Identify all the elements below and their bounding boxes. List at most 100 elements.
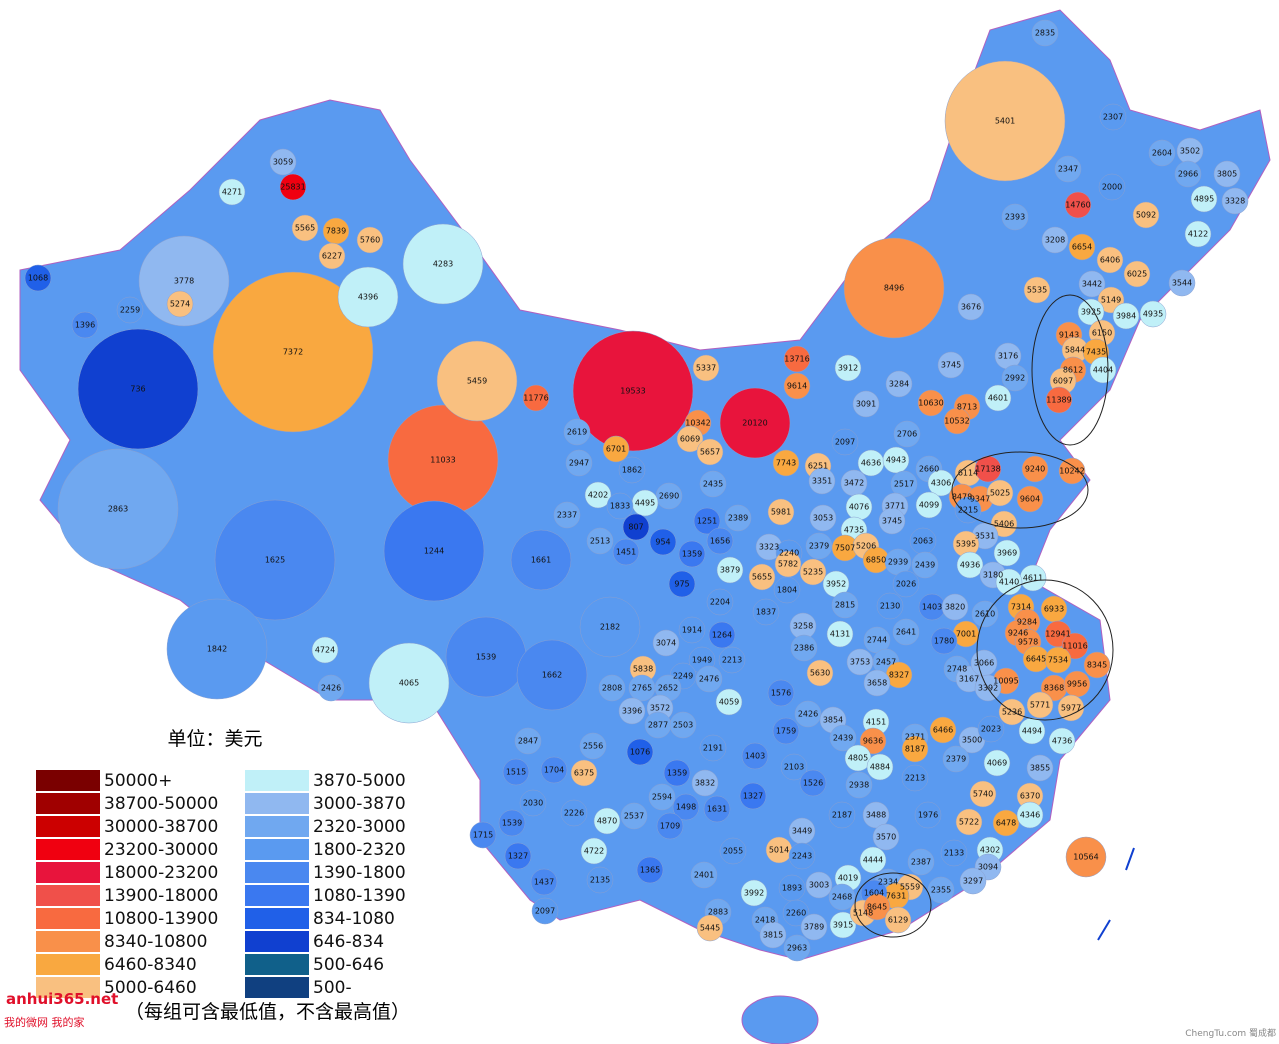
region-label: 1662 [542, 671, 562, 680]
region-label: 4271 [222, 188, 242, 197]
region-label: 2744 [867, 636, 887, 645]
highlight-circle [854, 872, 932, 938]
region-label: 4736 [1052, 737, 1072, 746]
region-label: 6645 [1026, 655, 1046, 664]
region [859, 846, 887, 874]
region-label: 6406 [1100, 256, 1120, 265]
region-label: 5722 [959, 818, 979, 827]
region-label: 3208 [1045, 236, 1065, 245]
region-label: 5657 [700, 448, 720, 457]
region [780, 753, 808, 781]
region-label: 8368 [1044, 684, 1064, 693]
region-label: 9240 [1025, 465, 1045, 474]
region [116, 296, 144, 324]
region [586, 527, 614, 555]
region-label: 2389 [728, 514, 748, 523]
region-label: 6251 [808, 462, 828, 471]
region [696, 438, 724, 466]
region [716, 556, 744, 584]
region [1083, 651, 1111, 679]
region-label: 6933 [1044, 605, 1064, 614]
region-label: 4151 [866, 718, 886, 727]
region [560, 799, 588, 827]
region-label: 4065 [399, 679, 419, 688]
region [829, 911, 857, 939]
region-label: 4805 [848, 754, 868, 763]
region-label: 10342 [685, 419, 710, 428]
region-label: 2468 [832, 893, 852, 902]
region [1016, 801, 1044, 829]
region-label: 8187 [905, 745, 925, 754]
region-label: 4884 [870, 763, 890, 772]
region [799, 769, 827, 797]
region-label: 5459 [467, 377, 487, 386]
region-label: 3472 [844, 479, 864, 488]
region-label: 2260 [786, 909, 806, 918]
region-label: 5401 [995, 117, 1015, 126]
region-label: 7372 [283, 348, 303, 357]
region-label: 3396 [622, 707, 642, 716]
region-label: 8612 [1063, 366, 1083, 375]
region-label: 1631 [707, 805, 727, 814]
region [917, 389, 945, 417]
region [941, 593, 969, 621]
region-label: 1709 [660, 822, 680, 831]
region [690, 861, 718, 889]
legend-swatch [245, 954, 309, 975]
region-label: 3167 [959, 675, 979, 684]
region-label: 3753 [850, 658, 870, 667]
region-label: 5844 [1065, 346, 1085, 355]
region-label: 8327 [889, 671, 909, 680]
region-label: 8478 [952, 493, 972, 502]
region [748, 563, 776, 591]
region-label: 8345 [1087, 661, 1107, 670]
region [565, 449, 593, 477]
region-label: 9143 [1059, 331, 1079, 340]
region [678, 616, 706, 644]
region-label: 3771 [885, 502, 905, 511]
region [648, 783, 676, 811]
region [368, 642, 450, 724]
region-label: 7507 [835, 544, 855, 553]
region-label: 2476 [699, 675, 719, 684]
region-label: 2215 [958, 506, 978, 515]
region [969, 780, 997, 808]
region [612, 538, 640, 566]
region-label: 11389 [1046, 396, 1071, 405]
note: （每组可含最低值，不含最高值） [125, 1001, 410, 1023]
region-label: 2748 [947, 665, 967, 674]
region-label: 19533 [620, 387, 645, 396]
region-label: 20120 [742, 419, 767, 428]
region [77, 328, 199, 450]
region [828, 801, 856, 829]
region [436, 340, 518, 422]
region [620, 802, 648, 830]
region [808, 467, 836, 495]
region [1054, 155, 1082, 183]
region-label: 2133 [944, 849, 964, 858]
region [809, 504, 837, 532]
region-label: 2439 [915, 561, 935, 570]
legend-swatch [36, 793, 100, 814]
region-label: 2883 [708, 908, 728, 917]
region-label: 3059 [273, 158, 293, 167]
region [212, 271, 374, 433]
region-label: 2393 [1005, 213, 1025, 222]
region [930, 627, 958, 655]
region [1031, 19, 1059, 47]
region [1148, 139, 1176, 167]
region-label: 4122 [1188, 230, 1208, 239]
region-label: 4943 [886, 456, 906, 465]
region-label: 5771 [1030, 701, 1050, 710]
region-label: 4601 [988, 394, 1008, 403]
region [944, 60, 1066, 182]
region-label: 5740 [973, 790, 993, 799]
legend-swatch [36, 839, 100, 860]
region [606, 492, 634, 520]
legend-swatch [36, 770, 100, 791]
region-label: 6150 [1092, 329, 1112, 338]
region-label: 1068 [28, 274, 48, 283]
region-label: 2347 [1058, 165, 1078, 174]
region-label: 1704 [544, 766, 564, 775]
